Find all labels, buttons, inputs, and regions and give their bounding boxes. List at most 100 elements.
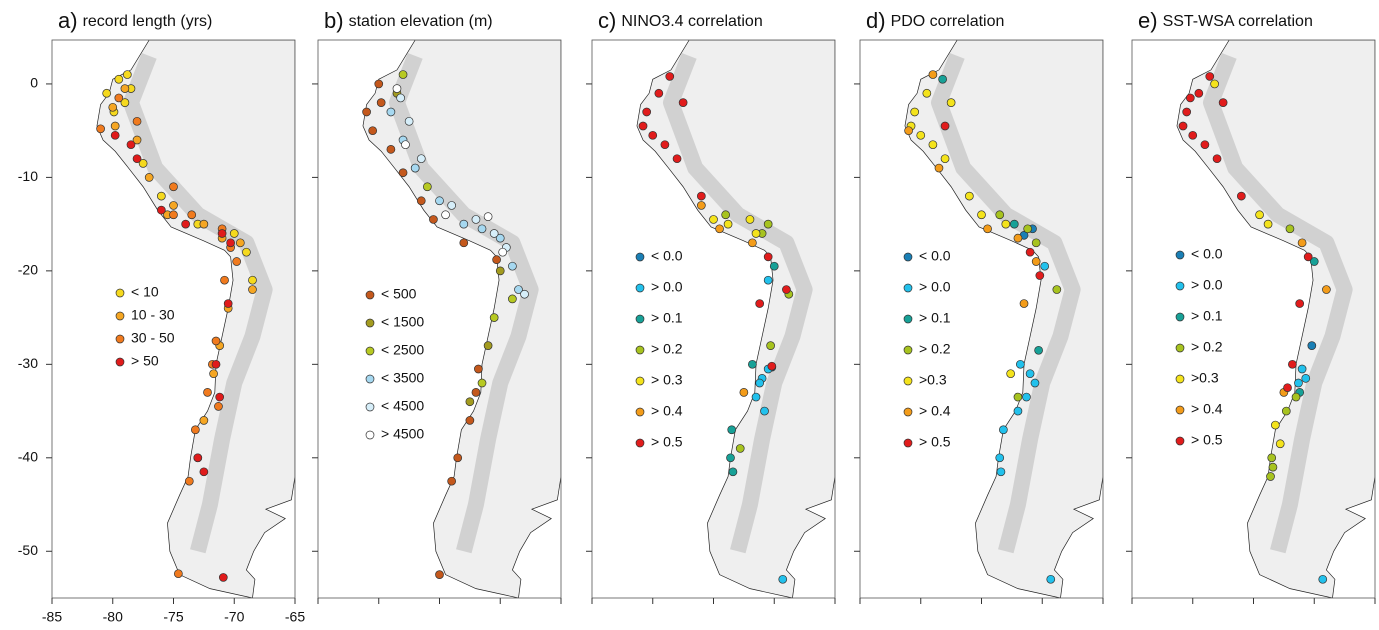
- station: [999, 425, 1008, 435]
- station: [209, 369, 218, 379]
- station: [459, 219, 469, 229]
- legend-label: > 0.1: [1191, 308, 1223, 324]
- station: [396, 93, 405, 103]
- station: [1046, 574, 1056, 584]
- station: [1025, 247, 1035, 257]
- legend-swatch: [903, 438, 913, 448]
- legend-swatch: [365, 402, 375, 412]
- station: [520, 289, 529, 299]
- station: [1006, 369, 1016, 379]
- station: [447, 476, 456, 486]
- station: [934, 163, 944, 173]
- legend-label: > 0.5: [919, 434, 951, 450]
- legend-label: > 0.2: [651, 341, 683, 357]
- station: [660, 140, 670, 150]
- legend-swatch: [903, 407, 913, 417]
- station: [169, 182, 178, 192]
- station: [940, 121, 950, 131]
- station: [769, 261, 779, 271]
- legend-swatch: [903, 376, 913, 386]
- station: [248, 285, 257, 294]
- station: [229, 229, 239, 238]
- station: [739, 388, 749, 397]
- legend-label: > 0.4: [919, 403, 951, 419]
- legend-label: < 1500: [381, 314, 424, 330]
- station: [964, 191, 974, 201]
- legend-swatch: [1175, 343, 1185, 353]
- station: [1022, 392, 1031, 402]
- station: [187, 210, 197, 220]
- legend-swatch: [115, 357, 125, 367]
- station: [184, 476, 194, 486]
- station: [995, 453, 1005, 463]
- station: [672, 154, 682, 164]
- station: [114, 74, 124, 84]
- station: [916, 130, 926, 140]
- station: [1307, 341, 1317, 350]
- station: [120, 98, 130, 107]
- station: [1288, 359, 1297, 369]
- legend-label: > 0.3: [651, 372, 683, 388]
- station: [441, 210, 450, 220]
- station: [459, 238, 469, 248]
- station: [416, 196, 426, 206]
- map-panel: a) record length (yrs) 0 -10 -20 -30 -40 -50 -85…: [18, 8, 306, 625]
- station: [248, 275, 257, 285]
- panel-title-text: station elevation (m): [349, 13, 493, 30]
- station: [1025, 369, 1035, 379]
- legend-label: > 0.1: [651, 310, 683, 326]
- map-panel: b) station elevation (m) < 500 < 1500 < 2500…: [312, 8, 562, 604]
- station: [398, 168, 408, 178]
- station: [435, 570, 444, 579]
- station: [193, 453, 203, 463]
- legend-label: < 4500: [381, 398, 424, 414]
- station: [1035, 271, 1045, 280]
- station: [1030, 378, 1040, 388]
- legend-label: > 0.4: [1191, 401, 1223, 417]
- station: [453, 453, 463, 463]
- legend-label: > 50: [131, 353, 159, 369]
- panel-title-text: NINO3.4 correlation: [621, 13, 762, 30]
- station: [1281, 406, 1291, 416]
- panel-label: a): [58, 8, 78, 33]
- station: [1275, 439, 1285, 449]
- station: [232, 257, 242, 266]
- station: [1034, 345, 1043, 355]
- y-tick-label: -40: [18, 449, 38, 465]
- station: [1052, 285, 1062, 294]
- station: [938, 74, 947, 84]
- panel-label: e): [1138, 8, 1158, 33]
- legend-swatch: [635, 376, 645, 386]
- station: [1031, 257, 1041, 266]
- andes-relief: [1202, 52, 1353, 554]
- station: [157, 205, 166, 215]
- station: [1271, 420, 1280, 430]
- legend-swatch: [365, 374, 375, 384]
- station: [1318, 574, 1328, 584]
- panel-title: a) record length (yrs): [58, 8, 212, 33]
- panel-title-text: record length (yrs): [83, 13, 213, 30]
- land: [1176, 40, 1375, 598]
- panel-title-text: SST-WSA correlation: [1163, 13, 1313, 30]
- station: [132, 135, 142, 145]
- station: [1303, 252, 1313, 262]
- station: [1009, 219, 1019, 229]
- station: [1295, 299, 1305, 308]
- station: [723, 219, 733, 229]
- station: [474, 364, 483, 374]
- station: [169, 201, 178, 210]
- station: [242, 247, 251, 257]
- station: [709, 215, 718, 224]
- map-panel: d) PDO correlation < 0.0 > 0.0 > 0.1 > 0.2 >0.…: [854, 8, 1104, 604]
- legend-label: >0.3: [919, 372, 947, 388]
- andes-relief: [122, 52, 273, 554]
- station: [1283, 383, 1292, 393]
- station: [489, 229, 499, 238]
- station: [483, 341, 493, 350]
- station: [199, 416, 209, 425]
- station: [1200, 140, 1210, 150]
- station: [726, 453, 735, 463]
- station: [144, 173, 154, 182]
- map-background: [1176, 40, 1375, 598]
